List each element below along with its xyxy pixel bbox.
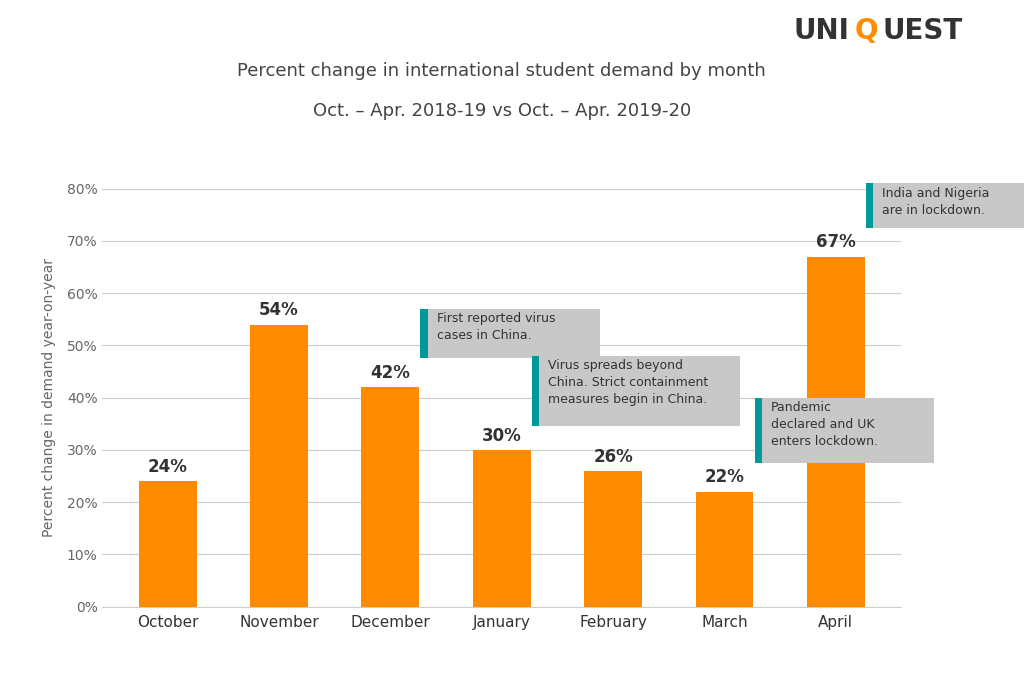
Text: 22%: 22%: [705, 468, 744, 487]
Text: Oct. – Apr. 2018-19 vs Oct. – Apr. 2019-20: Oct. – Apr. 2018-19 vs Oct. – Apr. 2019-…: [312, 102, 691, 120]
Bar: [584, 470, 642, 607]
Text: 26%: 26%: [593, 448, 633, 466]
Text: 42%: 42%: [371, 364, 411, 382]
Text: Q: Q: [855, 17, 879, 45]
Bar: [361, 387, 420, 607]
Bar: [762, 398, 935, 463]
Text: First reported virus
cases in China.: First reported virus cases in China.: [436, 312, 555, 342]
Text: UNI: UNI: [794, 17, 850, 45]
Bar: [473, 450, 530, 607]
Text: India and Nigeria
are in lockdown.: India and Nigeria are in lockdown.: [882, 187, 989, 216]
Text: Percent change in international student demand by month: Percent change in international student …: [238, 62, 766, 80]
Y-axis label: Percent change in demand year-on-year: Percent change in demand year-on-year: [42, 258, 55, 537]
Bar: [539, 356, 739, 427]
Text: 24%: 24%: [147, 458, 187, 476]
Bar: [138, 481, 197, 607]
Text: Pandemic
declared and UK
enters lockdown.: Pandemic declared and UK enters lockdown…: [771, 401, 878, 448]
Text: UEST: UEST: [883, 17, 963, 45]
Bar: [873, 183, 1024, 228]
Text: 67%: 67%: [816, 233, 856, 251]
Bar: [866, 183, 873, 228]
Bar: [428, 309, 600, 359]
Text: 54%: 54%: [259, 301, 299, 319]
Text: Virus spreads beyond
China. Strict containment
measures begin in China.: Virus spreads beyond China. Strict conta…: [548, 359, 709, 406]
Bar: [807, 257, 865, 607]
Text: 30%: 30%: [482, 427, 521, 445]
Bar: [531, 356, 539, 427]
Bar: [755, 398, 762, 463]
Bar: [421, 309, 428, 359]
Bar: [250, 325, 308, 607]
Bar: [695, 492, 754, 607]
